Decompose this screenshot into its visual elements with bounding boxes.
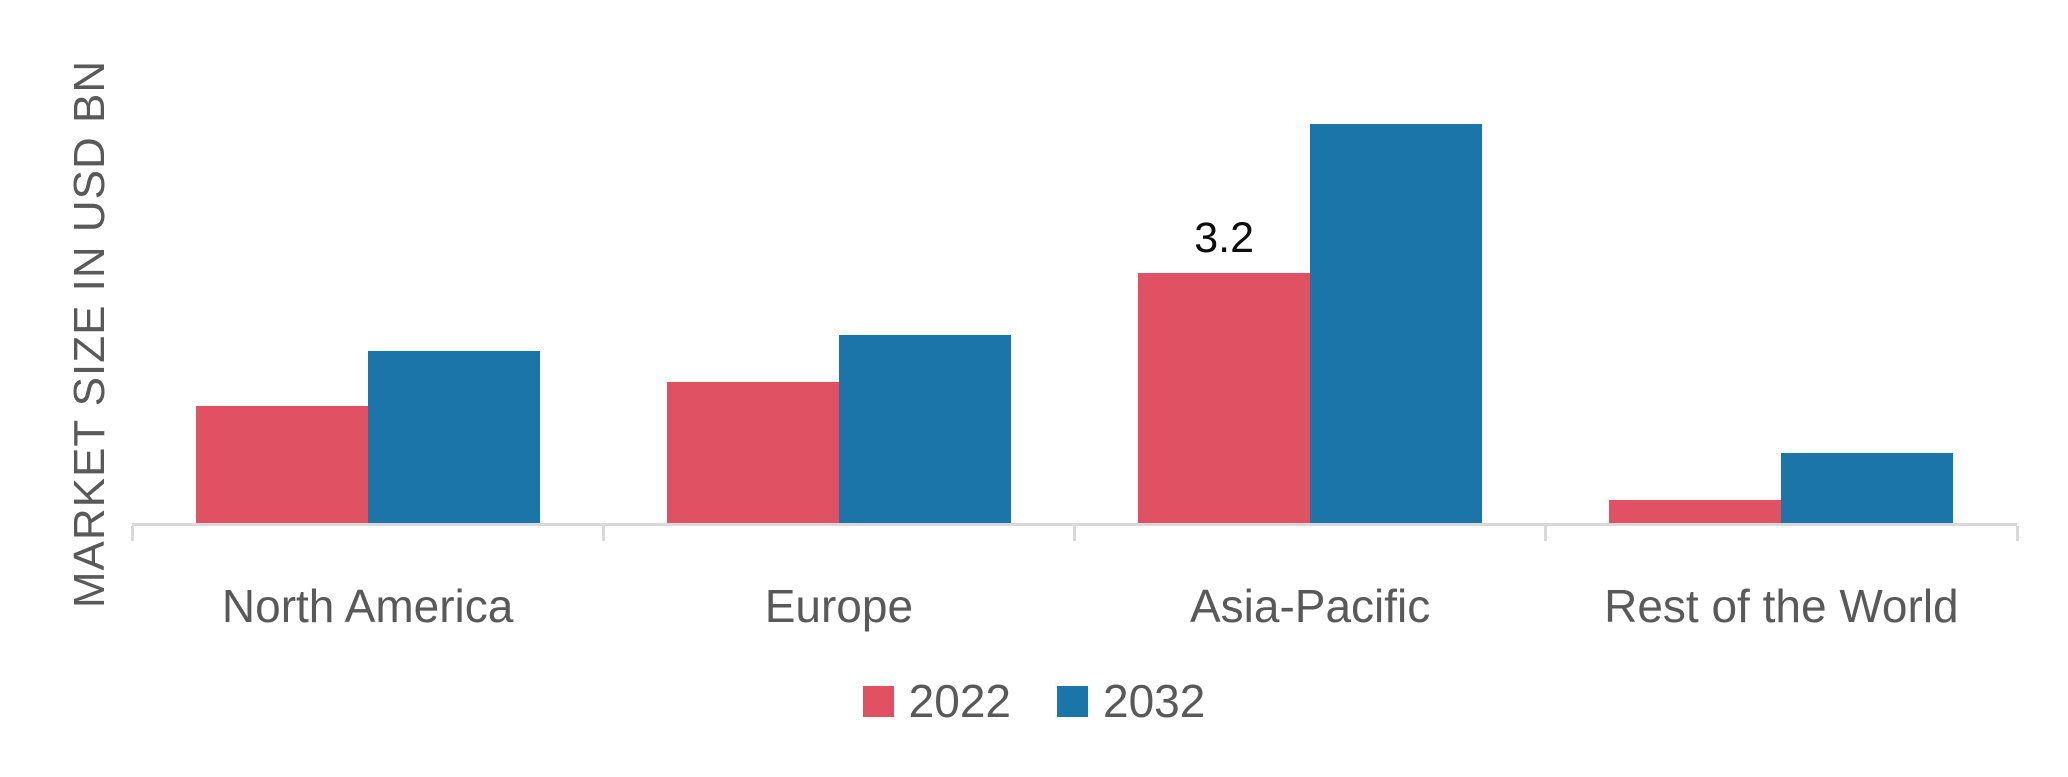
y-axis-title: MARKET SIZE IN USD BN — [65, 59, 114, 609]
bar-2032-rest-of-the-world — [1781, 453, 1954, 523]
x-label-north-america: North America — [221, 580, 514, 632]
legend-item-2032: 2032 — [1057, 674, 1205, 728]
bar-group-europe — [603, 93, 1074, 523]
legend-label-2022: 2022 — [908, 675, 1011, 727]
x-axis-tick — [1544, 526, 1548, 541]
legend-item-2022: 2022 — [862, 674, 1011, 728]
legend: 2022 2032 — [0, 672, 2068, 730]
bar-group-north-america — [132, 93, 603, 523]
x-label-asia-pacific: Asia-Pacific — [1189, 580, 1431, 632]
bar-2032-asia-pacific — [1310, 124, 1483, 523]
bar-group-rest-of-the-world — [1546, 93, 2017, 523]
x-label-rest-of-the-world: Rest of the World — [1604, 580, 1959, 632]
x-axis-labels: North America Europe Asia-Pacific Rest of t… — [132, 575, 2017, 637]
bar-2032-north-america — [367, 351, 540, 523]
bar-2022-europe — [666, 382, 839, 523]
bar-2022-north-america — [195, 406, 368, 523]
bar-group-asia-pacific: 3.2 — [1075, 93, 1546, 523]
bar-2022-asia-pacific: 3.2 — [1138, 214, 1311, 523]
legend-swatch-2032 — [1057, 685, 1088, 717]
x-axis-tick — [130, 526, 134, 541]
x-axis-tick — [2015, 526, 2019, 541]
legend-swatch-2022 — [862, 685, 894, 717]
legend-label-2032: 2032 — [1103, 675, 1206, 727]
data-label-2022-asia-pacific: 3.2 — [1194, 214, 1255, 262]
x-axis-tick — [1073, 526, 1076, 541]
x-axis-tick — [601, 526, 605, 541]
bar-2032-europe — [838, 335, 1011, 523]
bar-2022-rest-of-the-world — [1609, 500, 1782, 523]
plot-area: 3.2 — [130, 93, 2019, 541]
x-label-europe: Europe — [764, 580, 914, 632]
